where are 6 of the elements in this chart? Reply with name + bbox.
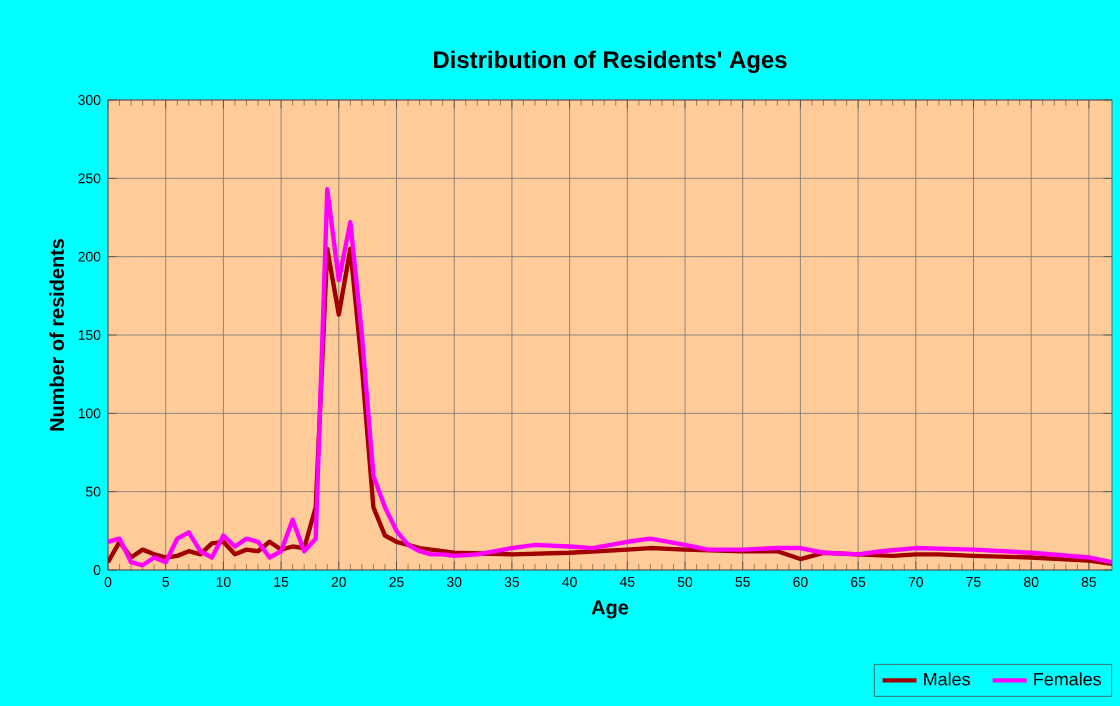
line-series (108, 187, 1112, 568)
y-axis-title: Number of residents (49, 238, 64, 431)
legend-label: Males (924, 672, 970, 686)
legend-label: Females (1034, 672, 1101, 686)
x-axis-title: Age (591, 600, 629, 619)
chart-title: Distribution of Residents' Ages (434, 50, 787, 74)
